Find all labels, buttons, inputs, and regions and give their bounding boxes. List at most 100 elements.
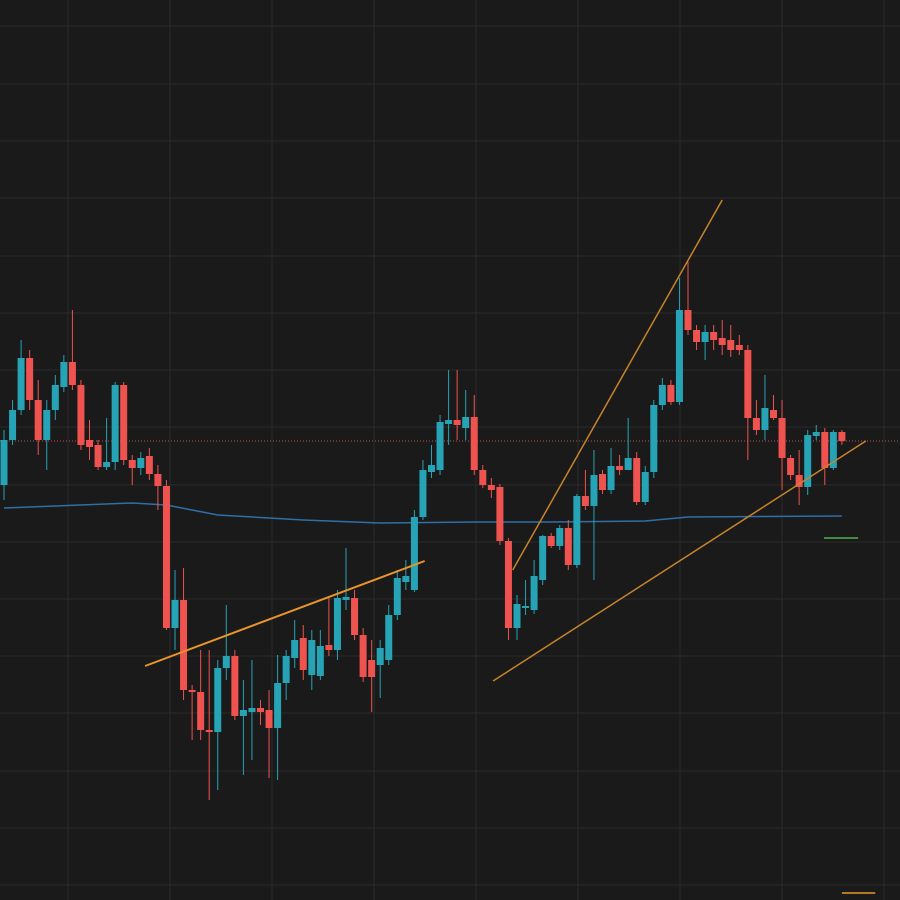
candle-body xyxy=(744,350,752,418)
candle-body xyxy=(599,474,606,490)
candle-body xyxy=(376,648,384,665)
candle-body xyxy=(239,710,247,716)
candle-body xyxy=(333,598,341,650)
candle-body xyxy=(624,458,632,470)
candle-body xyxy=(282,656,290,683)
candle-body xyxy=(137,458,145,468)
candle-body xyxy=(111,385,119,462)
candle-body xyxy=(410,517,418,590)
candle-body xyxy=(94,445,102,467)
candle-body xyxy=(34,400,42,440)
candle-body xyxy=(248,708,256,712)
candle-body xyxy=(795,475,803,487)
candle-body xyxy=(154,474,162,486)
candle-body xyxy=(257,708,264,712)
candle-body xyxy=(180,600,188,690)
candle-body xyxy=(0,440,8,485)
candle-body xyxy=(385,615,393,660)
candle-body xyxy=(675,310,683,402)
candle-body xyxy=(718,338,726,345)
candle-body xyxy=(299,638,307,670)
candle-body xyxy=(274,683,282,728)
candle-body xyxy=(778,418,786,458)
candle-body xyxy=(761,408,769,430)
candle-body xyxy=(325,645,333,650)
candle-body xyxy=(222,656,230,668)
candle-body xyxy=(51,385,59,410)
candle-body xyxy=(658,385,666,405)
candle-body xyxy=(419,470,427,517)
candle-body xyxy=(513,604,521,628)
candle-body xyxy=(26,358,34,400)
candle-body xyxy=(487,485,495,490)
candle-body xyxy=(342,597,350,600)
candle-body xyxy=(735,345,743,350)
candle-body xyxy=(752,418,760,430)
candle-body xyxy=(103,462,111,467)
candle-body xyxy=(581,496,589,506)
candle-body xyxy=(829,432,837,468)
candle-body xyxy=(77,385,85,445)
candle-body xyxy=(205,730,213,732)
candle-body xyxy=(539,536,547,580)
candle-body xyxy=(556,528,564,546)
candle-body xyxy=(316,646,324,676)
candle-body xyxy=(650,405,658,472)
candle-body xyxy=(701,332,709,342)
candle-body xyxy=(188,690,196,692)
candle-body xyxy=(368,660,376,677)
trend-line xyxy=(144,560,426,667)
candle-body xyxy=(641,472,649,502)
candle-body xyxy=(804,435,812,487)
candle-body xyxy=(684,310,692,330)
candle-body xyxy=(838,432,846,441)
candle-body xyxy=(633,458,641,502)
candle-body xyxy=(393,578,401,615)
candle-body xyxy=(60,362,68,387)
candle-body xyxy=(496,487,504,541)
candle-body xyxy=(231,656,239,716)
candle-body xyxy=(43,410,51,440)
candle-body xyxy=(120,385,128,460)
candle-body xyxy=(197,692,205,730)
candle-body xyxy=(504,541,512,628)
candle-body xyxy=(86,440,93,447)
candle-body xyxy=(590,475,598,506)
candle-body xyxy=(470,417,478,470)
trend-line xyxy=(512,199,723,571)
candle-body xyxy=(351,598,359,635)
candle-body xyxy=(547,536,555,546)
candle-body xyxy=(770,410,777,418)
trend-line xyxy=(492,440,867,682)
candle-body xyxy=(265,710,273,728)
candle-body xyxy=(145,456,153,474)
candle-body xyxy=(821,432,829,468)
candle-body xyxy=(162,486,170,628)
candle-body xyxy=(17,358,25,410)
candle-body xyxy=(522,606,530,608)
candle-body xyxy=(214,668,222,732)
candle-body xyxy=(710,332,718,340)
candle-body xyxy=(68,362,76,385)
candle-body xyxy=(479,470,487,485)
candle-body xyxy=(667,385,675,402)
candle-body xyxy=(812,432,820,436)
candle-body xyxy=(402,576,410,582)
candle-body xyxy=(616,466,624,470)
candle-body xyxy=(693,330,701,342)
moving-average xyxy=(3,502,842,524)
candle-body xyxy=(564,528,572,565)
candle-body xyxy=(445,420,453,424)
candle-body xyxy=(573,496,581,565)
candle-body xyxy=(607,466,615,490)
candle-body xyxy=(308,640,316,675)
candle-body xyxy=(9,410,17,440)
candle-body xyxy=(727,340,735,350)
candle-body xyxy=(359,635,367,677)
candle-body xyxy=(453,420,461,425)
candle-body xyxy=(462,417,470,428)
candle-body xyxy=(436,422,444,470)
